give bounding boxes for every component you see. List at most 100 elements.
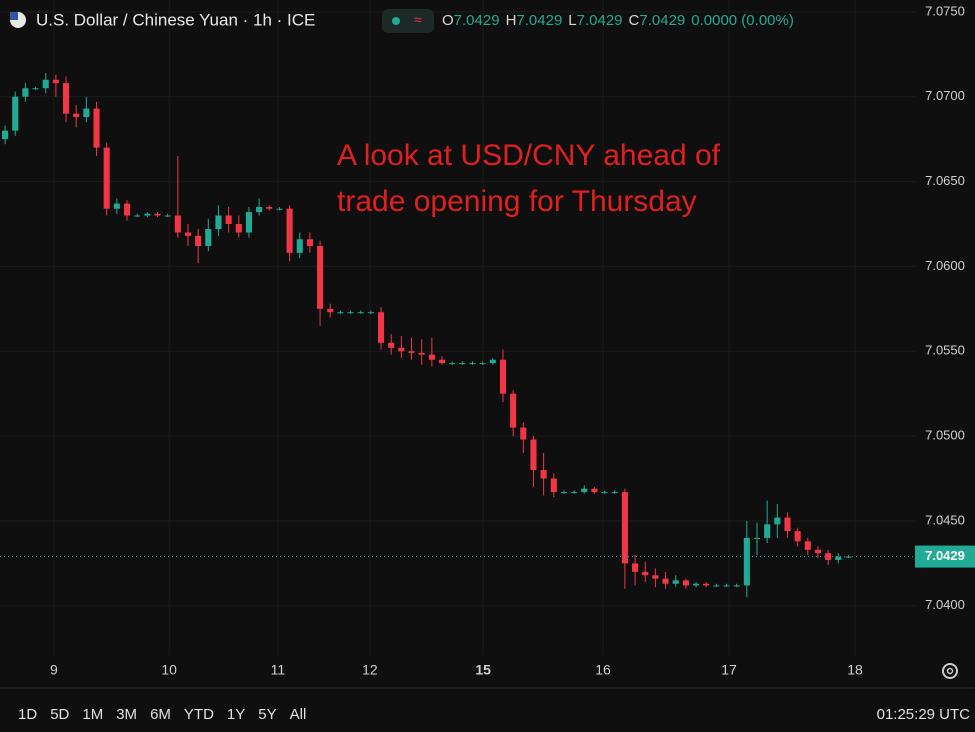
y-tick-label: 7.0700 [925, 88, 965, 103]
candle-body [703, 583, 710, 586]
ohlc-value: 7.0429 [516, 12, 562, 29]
candle-body [256, 207, 263, 213]
candle-body [814, 549, 822, 554]
candle-body [510, 393, 517, 428]
candle-body [93, 108, 100, 148]
x-tick-label: 17 [721, 662, 737, 678]
candle-body [306, 239, 313, 247]
candle-body [743, 537, 750, 586]
ohlc-key: O [442, 12, 454, 29]
candle-body [347, 312, 354, 314]
candle-body [449, 363, 456, 365]
candle-body [154, 213, 161, 216]
settings-button[interactable] [942, 663, 958, 679]
x-tick-label: 18 [847, 662, 863, 678]
candle-body [134, 215, 141, 217]
candle-body [438, 359, 446, 364]
candle-body [489, 359, 496, 364]
candle-body [733, 585, 740, 587]
flag-icon [10, 12, 18, 20]
candle-body [479, 363, 486, 365]
grid [0, 0, 915, 655]
candle-body [123, 203, 131, 216]
candle-body [621, 492, 628, 564]
candle-body [357, 312, 364, 314]
candle-body [418, 352, 425, 355]
clock: 01:25:29 UTC [877, 706, 971, 723]
candle-body [408, 351, 415, 353]
candle-body [235, 223, 242, 233]
y-tick-label: 7.0450 [925, 512, 965, 527]
candle-body [2, 130, 9, 140]
candle-body [398, 347, 405, 352]
candle-body [83, 108, 90, 118]
candle-body [266, 207, 273, 209]
candle-body [662, 578, 669, 584]
range-button[interactable]: 6M [150, 706, 171, 723]
candle-body [591, 488, 598, 493]
candle-body [632, 563, 639, 572]
y-tick-label: 7.0750 [925, 3, 965, 18]
range-button[interactable]: 1Y [227, 706, 245, 723]
annotation: trade opening for Thursday [337, 185, 697, 218]
ohlc-key: H [506, 12, 517, 29]
range-button[interactable]: 5Y [258, 706, 276, 723]
candle-body [682, 580, 689, 586]
candle-body [195, 235, 202, 247]
status-badge [382, 9, 434, 33]
y-tick-label: 7.0400 [925, 597, 965, 612]
candle-body [286, 208, 293, 253]
candle-body [317, 246, 324, 309]
candle-body [672, 580, 679, 584]
candle-body [459, 363, 466, 365]
candle-body [225, 215, 232, 224]
plot-area [0, 72, 915, 598]
range-button[interactable]: 3M [116, 706, 137, 723]
candle-body [804, 541, 811, 550]
candle-body [73, 113, 80, 118]
candle-body [530, 439, 537, 471]
candle-body [581, 488, 588, 493]
candle-body [103, 147, 110, 209]
candle-body [144, 213, 151, 216]
candle-body [652, 575, 659, 579]
candle-body [642, 571, 649, 576]
gear-icon [942, 663, 958, 679]
candle-body [835, 556, 842, 560]
range-button[interactable]: YTD [184, 706, 214, 723]
candle-body [377, 312, 385, 343]
y-tick-label: 7.0600 [925, 258, 965, 273]
market-status [392, 17, 400, 25]
candle-body [22, 88, 29, 97]
candle-body [276, 208, 283, 210]
range-button[interactable]: 1M [82, 706, 103, 723]
indicator-icon: ≈ [414, 12, 422, 28]
candle-body [774, 517, 781, 525]
x-tick-label: 9 [50, 662, 58, 678]
candle-body [337, 312, 344, 314]
candle-body [32, 88, 39, 90]
candle-body [469, 363, 476, 365]
candle-body [571, 492, 578, 494]
gear-icon [946, 667, 954, 675]
ohlc-value: 7.0429 [454, 12, 500, 29]
candle-body [367, 312, 374, 314]
ohlc-value: 7.0429 [577, 12, 623, 29]
x-tick-label: 11 [271, 662, 286, 678]
candle-body [794, 531, 801, 542]
range-button[interactable]: 1D [18, 706, 37, 723]
candle-body [560, 492, 567, 494]
candle-body [113, 203, 120, 209]
range-button[interactable]: All [290, 706, 307, 723]
candle-body [540, 470, 547, 479]
candle-body [428, 354, 435, 360]
ohlc-readout: O7.0429 H7.0429 L7.0429 C7.0429 0.0000 (0.00… [442, 12, 794, 29]
candle-body [499, 359, 507, 394]
range-button[interactable]: 5D [50, 706, 69, 723]
candle-body [601, 492, 608, 494]
x-tick-label: 12 [362, 662, 378, 678]
candle-body [52, 79, 59, 84]
candle-body [764, 524, 771, 538]
